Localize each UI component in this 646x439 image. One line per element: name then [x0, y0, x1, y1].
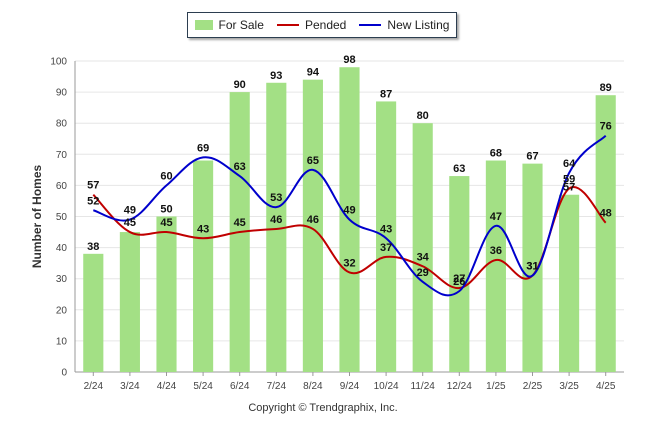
legend-item-pended[interactable]: Pended	[276, 18, 347, 32]
data-label-pended: 46	[270, 214, 282, 226]
bar-for-sale	[266, 82, 287, 373]
y-tick-label: 20	[56, 305, 68, 316]
y-axis-title: Number of Homes	[30, 165, 44, 269]
data-label-pended: 45	[234, 217, 246, 229]
legend-label-for-sale: For Sale	[218, 18, 264, 32]
data-label-pended: 46	[307, 214, 319, 226]
data-label-for-sale: 98	[343, 54, 355, 66]
legend-label-pended: Pended	[304, 18, 347, 32]
data-label-new-listing: 26	[453, 276, 465, 288]
x-tick-label: 10/24	[374, 381, 399, 392]
bar-for-sale	[595, 95, 616, 373]
data-label-pended: 27	[453, 273, 465, 285]
data-label-new-listing: 47	[490, 211, 502, 223]
bar-for-sale	[376, 101, 397, 373]
y-tick-label: 90	[56, 88, 68, 99]
legend-swatch-new-listing	[359, 24, 382, 26]
data-label-pended: 59	[563, 174, 575, 186]
data-label-new-listing: 29	[417, 267, 429, 279]
data-label-for-sale: 57	[563, 182, 575, 194]
bar-for-sale	[522, 163, 543, 372]
bar-for-sale	[412, 123, 433, 372]
data-label-for-sale: 38	[87, 241, 99, 253]
bar-for-sale	[302, 79, 323, 372]
legend-item-for-sale[interactable]: For Sale	[194, 18, 264, 32]
x-tick-label: 3/24	[120, 381, 140, 392]
bar-for-sale	[193, 160, 214, 372]
legend-swatch-pended	[276, 24, 299, 26]
legend-swatch-for-sale	[194, 20, 213, 30]
data-label-for-sale: 67	[526, 151, 538, 163]
data-label-new-listing: 43	[380, 223, 392, 235]
y-tick-label: 80	[56, 119, 68, 130]
data-label-new-listing: 63	[234, 161, 246, 173]
data-label-new-listing: 60	[160, 170, 172, 182]
data-label-new-listing: 69	[197, 142, 209, 154]
bar-for-sale	[449, 176, 470, 372]
data-label-for-sale: 68	[490, 148, 502, 160]
data-label-new-listing: 64	[563, 158, 576, 170]
x-tick-label: 6/24	[230, 381, 250, 392]
data-label-pended: 36	[490, 245, 502, 257]
data-label-pended: 57	[87, 180, 99, 192]
data-label-for-sale: 93	[270, 70, 282, 82]
y-tick-label: 10	[56, 336, 68, 347]
data-label-for-sale: 63	[453, 163, 465, 175]
legend-item-new-listing[interactable]: New Listing	[359, 18, 449, 32]
data-label-pended: 31	[526, 261, 538, 273]
x-tick-label: 7/24	[267, 381, 287, 392]
bar-for-sale	[485, 160, 506, 372]
copyright-footer: Copyright © Trendgraphix, Inc.	[248, 402, 398, 414]
x-tick-label: 12/24	[447, 381, 472, 392]
data-label-new-listing: 49	[343, 205, 355, 217]
y-tick-label: 50	[56, 212, 68, 223]
data-label-pended: 45	[160, 217, 172, 229]
data-label-for-sale: 89	[600, 82, 612, 94]
y-tick-label: 70	[56, 150, 68, 161]
x-tick-label: 1/25	[486, 381, 506, 392]
data-label-new-listing: 52	[87, 195, 99, 207]
y-tick-label: 30	[56, 274, 68, 285]
x-tick-label: 5/24	[193, 381, 213, 392]
x-tick-label: 11/24	[411, 381, 436, 392]
data-label-for-sale: 50	[160, 204, 172, 216]
data-label-pended: 34	[417, 251, 430, 263]
data-label-pended: 43	[197, 223, 209, 235]
data-label-new-listing: 31	[526, 261, 538, 273]
x-tick-label: 3/25	[559, 381, 579, 392]
y-tick-label: 40	[56, 243, 68, 254]
bar-for-sale	[83, 253, 104, 372]
data-label-for-sale: 80	[417, 110, 429, 122]
data-label-pended: 45	[124, 217, 136, 229]
x-tick-label: 9/24	[340, 381, 360, 392]
x-tick-label: 8/24	[303, 381, 323, 392]
data-label-pended: 32	[343, 257, 355, 269]
x-tick-label: 4/25	[596, 381, 616, 392]
x-tick-label: 2/24	[84, 381, 104, 392]
legend-label-new-listing: New Listing	[387, 18, 450, 32]
x-tick-label: 4/24	[157, 381, 177, 392]
data-label-new-listing: 65	[307, 155, 319, 167]
bar-for-sale	[119, 232, 140, 372]
data-label-pended: 37	[380, 242, 392, 254]
data-label-pended: 48	[600, 208, 612, 220]
y-tick-label: 100	[50, 57, 67, 68]
data-label-for-sale: 87	[380, 88, 392, 100]
data-label-for-sale: 90	[234, 79, 246, 91]
line-new-listing	[92, 134, 607, 297]
data-label-for-sale: 94	[307, 67, 320, 79]
bar-for-sale	[559, 194, 580, 372]
data-label-new-listing: 53	[270, 192, 282, 204]
data-label-new-listing: 76	[600, 121, 612, 133]
x-tick-label: 2/25	[523, 381, 543, 392]
y-tick-label: 0	[61, 368, 67, 379]
bar-for-sale	[156, 216, 177, 372]
data-label-new-listing: 49	[124, 205, 136, 217]
y-tick-label: 60	[56, 181, 68, 192]
legend: For Sale Pended New Listing	[187, 12, 457, 38]
